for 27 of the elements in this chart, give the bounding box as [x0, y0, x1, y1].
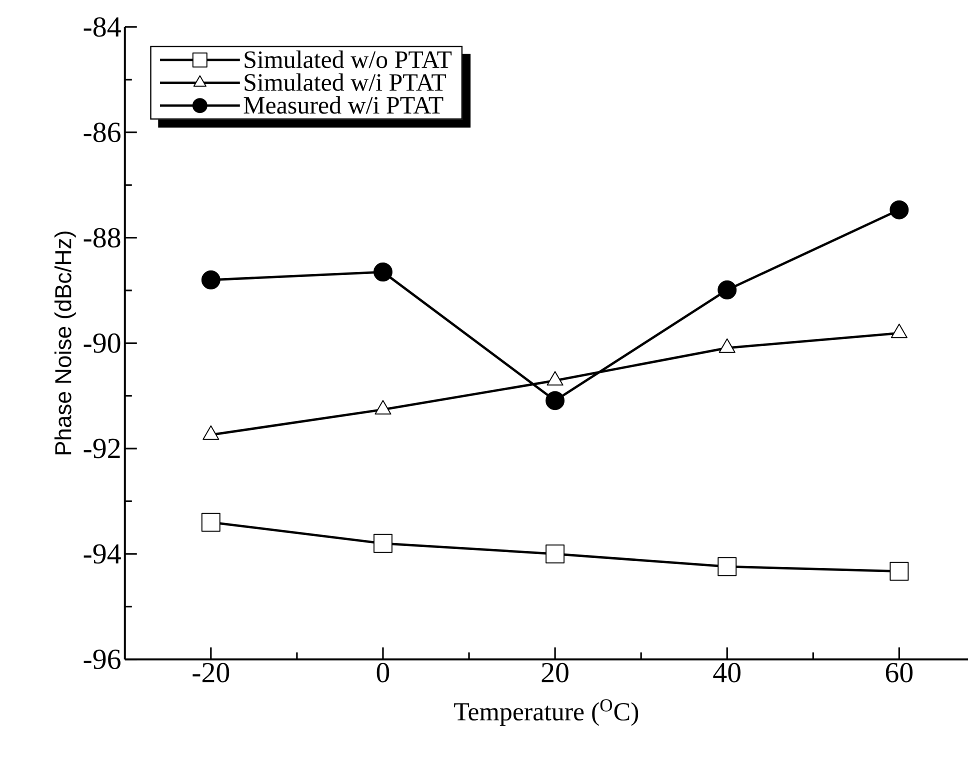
legend-label: Measured w/i PTAT [244, 96, 444, 114]
y-tick-label: -88 [84, 228, 120, 248]
point [546, 391, 565, 410]
point [546, 544, 565, 564]
x-tick-label: 0 [376, 662, 390, 682]
point [373, 262, 392, 282]
y-tick-label: -94 [84, 544, 121, 564]
point [718, 556, 737, 576]
legend-label: Simulated w/i PTAT [244, 73, 446, 91]
x-tick-label: 60 [886, 662, 913, 682]
x-tick-label: -20 [192, 662, 230, 682]
y-tick-label: -86 [84, 122, 120, 142]
point [373, 534, 392, 553]
point [201, 270, 220, 290]
y-tick-label: -92 [84, 438, 120, 458]
point [890, 562, 909, 581]
x-tick-label: 20 [542, 662, 568, 682]
y-tick-label: -90 [84, 333, 120, 353]
y-tick-label: -96 [84, 650, 120, 669]
y-tick-label: -84 [84, 17, 121, 37]
y-axis-title: Phase Noise (dBc/Hz) [54, 232, 76, 454]
x-tick-label: 40 [713, 662, 740, 682]
legend-label: Simulated w/o PTAT [244, 50, 452, 68]
point [201, 512, 220, 532]
x-axis-title: Temperature ($^{O}$C) [454, 699, 638, 726]
point [890, 200, 909, 220]
point [718, 280, 737, 300]
